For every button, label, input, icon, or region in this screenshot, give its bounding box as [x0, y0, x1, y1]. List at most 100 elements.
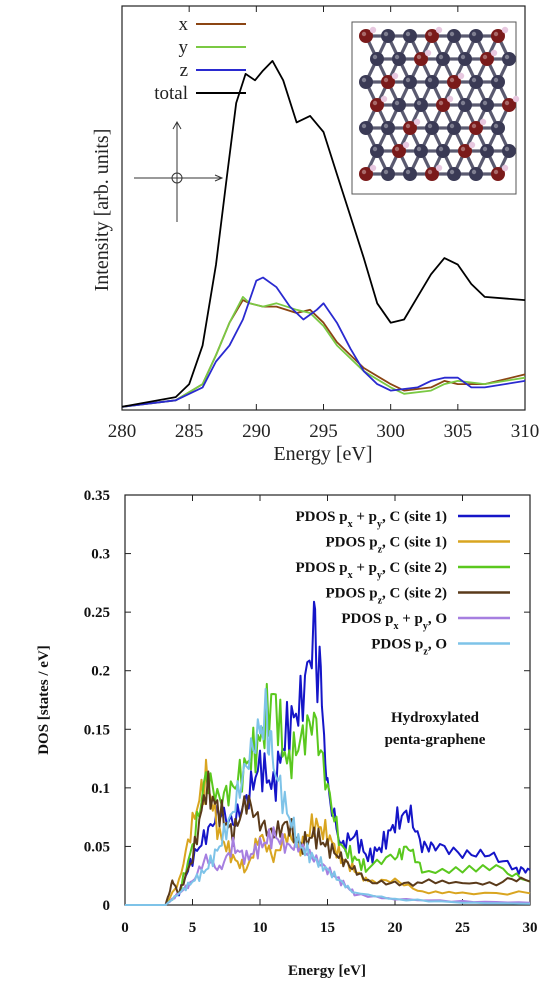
molecule-atom — [469, 29, 483, 43]
molecule-atom-highlight — [504, 146, 510, 152]
molecule-inset — [351, 21, 520, 195]
molecule-atom — [392, 52, 406, 66]
molecule-atom-highlight — [383, 31, 389, 37]
molecule-hydrogen — [391, 72, 399, 80]
bottom-legend-label: PDOS px + py, C (site 2) — [296, 560, 447, 581]
molecule-hydrogen — [380, 95, 388, 103]
molecule-atom-highlight — [460, 146, 466, 152]
molecule-atom-highlight — [493, 169, 499, 175]
bottom-series-line-6 — [125, 687, 531, 906]
molecule-hydrogen — [424, 49, 432, 57]
molecule-atom — [403, 75, 417, 89]
molecule-atom-highlight — [427, 169, 433, 175]
molecule-hydrogen — [446, 95, 454, 103]
bottom-series-line-4 — [125, 770, 531, 906]
molecule-atom-highlight — [405, 31, 411, 37]
molecule-atom-highlight — [372, 146, 378, 152]
molecule-atom-highlight — [438, 54, 444, 60]
top-x-tick-label: 280 — [108, 421, 137, 442]
molecule-atom-highlight — [438, 146, 444, 152]
bottom-x-ticks: 0 5 10 15 20 25 30 — [121, 495, 538, 936]
bottom-y-tick-label: 0.3 — [91, 547, 110, 563]
molecule-atom — [414, 98, 428, 112]
molecule-atom — [491, 121, 505, 135]
molecule-atom — [436, 98, 450, 112]
top-y-axis-label: Intensity [arb. units] — [91, 129, 113, 292]
molecule-atom-highlight — [394, 54, 400, 60]
molecule-atom — [447, 167, 461, 181]
molecule-atom — [480, 52, 494, 66]
molecule-atom — [491, 167, 505, 181]
molecule-atom-highlight — [427, 123, 433, 129]
bottom-y-tick-label: 0.05 — [84, 839, 110, 855]
molecule-atom — [469, 121, 483, 135]
bottom-y-tick-label: 0.15 — [84, 722, 110, 738]
molecule-hydrogen — [512, 95, 520, 103]
molecule-atom — [502, 144, 516, 158]
molecule-atom-highlight — [383, 77, 389, 83]
molecule-atom-highlight — [383, 169, 389, 175]
molecule-atom — [370, 98, 384, 112]
molecule-atom-highlight — [471, 31, 477, 37]
annotation-line-2: penta-graphene — [385, 732, 486, 748]
molecule-atom — [458, 144, 472, 158]
annotation-line-1: Hydroxylated — [391, 710, 480, 726]
molecule-atom-highlight — [504, 54, 510, 60]
molecule-hydrogen — [435, 26, 443, 34]
molecule-atom-highlight — [449, 169, 455, 175]
top-series-lines — [121, 60, 526, 408]
bottom-x-tick-label: 0 — [121, 920, 129, 936]
bottom-x-axis-label: Energy [eV] — [288, 963, 366, 979]
molecule-hydrogen — [468, 141, 476, 149]
molecule-atom — [436, 144, 450, 158]
molecule-atom-highlight — [493, 31, 499, 37]
top-series-line-y — [121, 296, 526, 408]
top-x-tick-label: 305 — [444, 421, 473, 442]
molecule-atom — [480, 98, 494, 112]
molecule-atom-highlight — [438, 100, 444, 106]
molecule-atom — [458, 52, 472, 66]
molecule-atom-highlight — [361, 77, 367, 83]
bottom-x-tick-label: 5 — [189, 920, 197, 936]
molecule-hydrogen — [402, 141, 410, 149]
bottom-legend-label: PDOS pz, C (site 2) — [325, 586, 447, 607]
bottom-x-tick-label: 15 — [320, 920, 335, 936]
molecule-atom-highlight — [482, 146, 488, 152]
top-x-tick-label: 290 — [242, 421, 271, 442]
molecule-atom-highlight — [405, 123, 411, 129]
bottom-legend-label: PDOS pz, O — [371, 637, 447, 658]
molecule-atom — [359, 167, 373, 181]
molecule-atom — [370, 52, 384, 66]
top-series-line-z — [121, 276, 526, 408]
molecule-atom — [458, 98, 472, 112]
molecule-atom-highlight — [394, 100, 400, 106]
bottom-x-tick-label: 20 — [388, 920, 403, 936]
axes-orientation-icon — [134, 120, 224, 222]
molecule-atom-highlight — [460, 54, 466, 60]
molecule-atom — [392, 144, 406, 158]
molecule-atom-highlight — [405, 169, 411, 175]
molecule-atom — [425, 167, 439, 181]
molecule-atom-highlight — [449, 123, 455, 129]
molecule-hydrogen — [369, 164, 377, 172]
bottom-series-line-3 — [125, 682, 531, 906]
molecule-atom — [370, 144, 384, 158]
molecule-atom — [469, 75, 483, 89]
bottom-x-tick-label: 10 — [253, 920, 268, 936]
molecule-atom-highlight — [449, 77, 455, 83]
top-legend-label: y — [179, 37, 189, 58]
bottom-y-axis-label: DOS [states / eV] — [36, 645, 52, 755]
molecule-atom — [381, 29, 395, 43]
bottom-y-ticks: 0 0.05 0.1 0.15 0.2 0.25 0.3 0.35 — [84, 488, 530, 914]
molecule-atom-highlight — [416, 54, 422, 60]
molecule-atom — [447, 29, 461, 43]
molecule-atom — [359, 29, 373, 43]
molecule-atom-highlight — [405, 77, 411, 83]
molecule-atom-highlight — [449, 31, 455, 37]
top-legend-label: total — [154, 83, 188, 104]
molecule-hydrogen — [490, 49, 498, 57]
bottom-legend: PDOS px + py, C (site 1) PDOS pz, C (site… — [296, 509, 510, 657]
molecule-hydrogen — [413, 118, 421, 126]
molecule-atom-highlight — [493, 77, 499, 83]
molecule-atom-highlight — [372, 100, 378, 106]
